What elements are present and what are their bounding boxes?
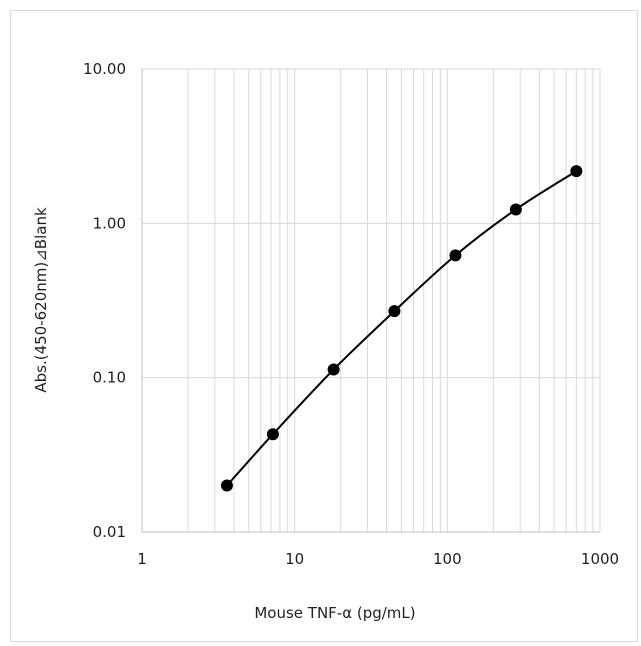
grid-lines	[141, 68, 601, 533]
x-axis-label: Mouse TNF-α (pg/mL)	[254, 604, 415, 622]
chart-frame	[10, 10, 638, 642]
x-tick-label: 1000	[581, 550, 619, 568]
data-point	[449, 249, 462, 262]
data-points	[220, 165, 583, 492]
x-tick-label: 1	[137, 550, 147, 568]
data-point	[266, 428, 279, 441]
y-axis-label: Abs.(450-620nm)⊿Blank	[32, 207, 50, 393]
y-tick-label: 10.00	[83, 60, 126, 78]
x-tick-label: 10	[285, 550, 304, 568]
y-tick-label: 0.01	[93, 523, 126, 541]
data-point	[388, 305, 401, 318]
data-point	[327, 363, 340, 376]
y-tick-label: 1.00	[93, 214, 126, 232]
data-point	[220, 479, 233, 492]
axes	[141, 69, 600, 533]
data-point	[570, 165, 583, 178]
data-point	[509, 203, 522, 216]
y-tick-label: 0.10	[93, 369, 126, 387]
tick-labels: 1 10 100 1000 0.01 0.10 1.00 10.00	[83, 60, 619, 568]
x-tick-label: 100	[433, 550, 462, 568]
